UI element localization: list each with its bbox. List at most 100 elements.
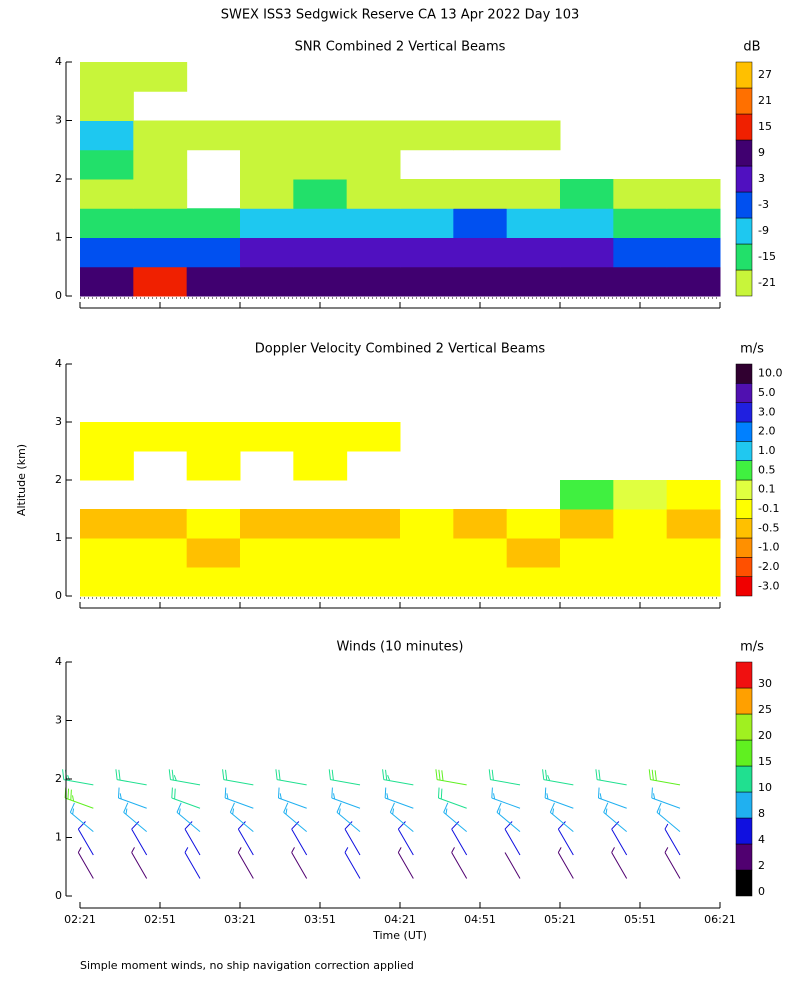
colorbar-label: 21: [758, 94, 772, 107]
colorbar-box: [735, 713, 753, 741]
colorbar-box: [735, 739, 753, 767]
y-tick-label: 1: [55, 531, 62, 544]
field-cell: [293, 567, 348, 597]
field-cell: [80, 567, 134, 597]
x-tick-label: 05:51: [624, 913, 656, 926]
colorbar-box: [735, 113, 753, 141]
wind-barb: [611, 821, 628, 856]
colorbar-box: [735, 363, 753, 384]
colorbar-unit: m/s: [740, 342, 764, 357]
field-cell: [506, 538, 561, 568]
field-cell: [346, 179, 401, 209]
wind-barb: [123, 802, 147, 833]
wind-barb: [451, 821, 468, 856]
wind-barb: [283, 802, 307, 833]
field-cell: [346, 567, 401, 597]
panel-title: SNR Combined 2 Vertical Beams: [295, 40, 506, 55]
wind-barb: [344, 821, 361, 856]
wind-barb: [184, 821, 201, 856]
colorbar-box: [735, 557, 753, 577]
colorbar-label: -0.5: [758, 521, 779, 534]
wind-barb: [131, 847, 148, 879]
field-cell: [613, 208, 668, 238]
field-cell: [506, 208, 561, 238]
field-cell: [133, 62, 188, 92]
colorbar-label: 10.0: [758, 367, 783, 380]
field-cell: [400, 538, 454, 568]
field-cell: [400, 237, 454, 268]
field-cell: [346, 237, 401, 268]
colorbar-label: 9: [758, 146, 765, 159]
field-cell: [666, 266, 721, 297]
colorbar-box: [735, 687, 753, 715]
field-cell: [346, 266, 401, 297]
colorbar-label: -9: [758, 224, 769, 237]
field-cell: [560, 567, 614, 597]
colorbar-label: -15: [758, 250, 776, 263]
field-cell: [506, 179, 561, 209]
field-cell: [80, 509, 134, 539]
field-cell: [453, 266, 508, 297]
colorbar-box: [735, 817, 753, 845]
field-cell: [613, 266, 668, 297]
colorbar-box: [735, 191, 753, 219]
field-cell: [293, 509, 348, 539]
field-cell: [400, 266, 454, 297]
wind-barb: [229, 802, 254, 833]
wind-barb: [504, 821, 521, 856]
wind-barb: [328, 769, 361, 786]
wind-barb: [648, 769, 681, 786]
colorbar-box: [735, 518, 753, 539]
field-cell: [133, 149, 188, 180]
field-cell: [613, 480, 668, 510]
wind-barb: [397, 847, 414, 879]
y-tick-label: 3: [55, 415, 62, 428]
colorbar-box: [735, 765, 753, 793]
field-cell: [186, 538, 241, 568]
colorbar-box: [735, 537, 753, 558]
wind-barb: [443, 802, 467, 833]
field-cell: [293, 422, 348, 452]
colorbar-unit: m/s: [740, 640, 764, 655]
y-tick-label: 2: [55, 772, 62, 785]
figure-title: SWEX ISS3 Sedgwick Reserve CA 13 Apr 202…: [221, 8, 580, 23]
field-cell: [133, 538, 188, 568]
field-cell: [186, 237, 241, 268]
x-tick-label: 02:51: [144, 913, 176, 926]
y-tick-label: 4: [55, 55, 62, 68]
field-cell: [613, 509, 668, 539]
colorbar-box: [735, 843, 753, 871]
colorbar-box: [735, 87, 753, 115]
wind-barb: [488, 769, 521, 786]
field-cell: [133, 509, 188, 539]
field-cell: [346, 538, 401, 568]
field-cell: [666, 179, 721, 209]
field-cell: [80, 451, 134, 481]
field-cell: [80, 422, 134, 452]
wind-barb: [656, 802, 681, 833]
field-cell: [80, 91, 134, 121]
colorbar-label: 8: [758, 807, 765, 820]
y-tick-label: 2: [55, 172, 62, 185]
panel-title: Winds (10 minutes): [336, 640, 463, 655]
field-cell: [80, 179, 134, 209]
wind-barb: [331, 787, 361, 809]
field-cell: [186, 451, 241, 481]
wind-barb: [275, 769, 307, 786]
colorbar-box: [735, 61, 753, 89]
colorbar-label: -0.1: [758, 502, 779, 515]
field-cell: [453, 208, 508, 238]
field-cell: [240, 567, 294, 597]
colorbar-label: 27: [758, 68, 772, 81]
wind-barb: [542, 769, 574, 786]
colorbar-label: 0.1: [758, 483, 776, 496]
wind-barb: [557, 847, 574, 879]
field-cell: [240, 120, 294, 151]
colorbar-box: [735, 402, 753, 423]
field-cell: [613, 538, 668, 568]
field-cell: [560, 538, 614, 568]
field-cell: [133, 179, 188, 209]
field-cell: [80, 266, 134, 297]
colorbar-label: 0: [758, 885, 765, 898]
